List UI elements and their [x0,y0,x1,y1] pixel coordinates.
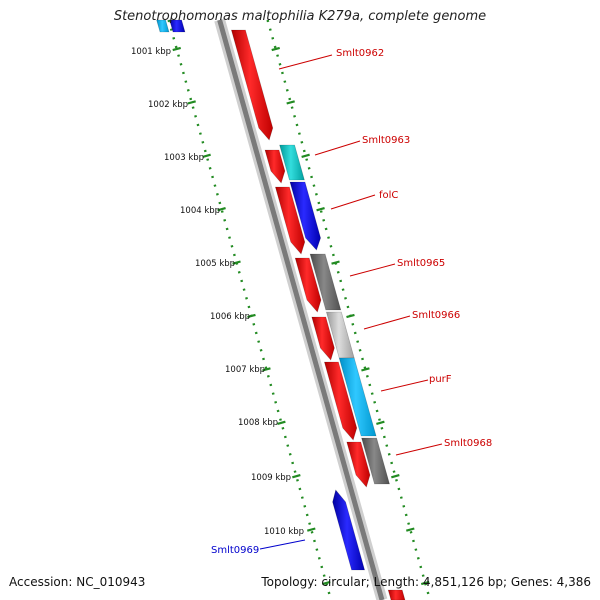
kbp-label: 1009 kbp [251,473,291,483]
gene-label: purF [429,374,452,385]
major-tick-right [331,260,340,265]
kbp-label: 1003 kbp [164,153,204,163]
major-tick-right [346,313,355,319]
gene-label: Smlt0968 [444,438,492,449]
label-leader-3 [330,194,376,210]
major-tick-right [405,527,415,532]
gene-label: folC [379,190,398,201]
kbp-label: 1010 kbp [264,527,304,537]
kbp-label: 1002 kbp [148,100,188,110]
gene-arrow-red-3 [275,186,306,255]
major-tick-left [172,46,182,52]
kbp-label: 1005 kbp [195,259,235,269]
gene-arrow-red-6 [324,361,358,441]
major-tick-left [217,207,226,212]
major-tick-left [292,474,301,479]
gene-arrow-red-8 [387,589,406,600]
major-tick-right [271,46,281,52]
gene-layer [156,19,406,600]
genome-title: Stenotrophomonas maltophilia K279a, comp… [113,9,487,24]
major-tick-left [262,367,271,372]
label-leader-6 [380,379,429,392]
gene-label: Smlt0966 [412,310,460,321]
major-tick-right [391,474,400,479]
gene-arrow-red-2 [264,149,286,184]
kbp-label-layer: 1001 kbp 1002 kbp 1003 kbp 1004 kbp 1005 kbp… [131,47,304,537]
gene-arrow-smlt0962 [231,29,274,141]
major-tick-right [376,420,385,425]
major-tick-left [247,313,256,319]
kbp-label: 1001 kbp [131,47,171,57]
gene-arrow-red-4 [294,257,322,313]
gene-arrow-sky-top [156,19,170,33]
major-tick-right [286,100,295,105]
major-tick-right [316,207,325,212]
major-tick-left [232,260,241,265]
major-tick-left [321,580,331,586]
gene-label-layer: Smlt0962 Smlt0963 folC Smlt0965 Smlt0966 purF… [211,48,492,556]
label-leader-8 [259,539,306,550]
gene-label: Smlt0962 [336,48,384,59]
major-tick-left [306,527,316,532]
tick-layer [167,19,432,600]
gene-label: Smlt0963 [362,135,410,146]
label-leader-4 [349,263,396,277]
accession-text: Accession: NC_010943 [9,575,146,589]
label-leader-5 [363,315,411,330]
label-leader-1 [278,54,333,70]
major-tick-left [277,420,286,425]
kbp-label: 1008 kbp [238,418,278,428]
gene-arrow-smlt0963 [279,144,305,181]
gene-label: Smlt0965 [397,258,445,269]
gene-arrow-red-7 [346,441,371,488]
major-tick-right [420,580,430,586]
gene-arrow-smlt0969 [332,489,365,571]
genome-summary-text: Topology: circular; Length: 4,851,126 bp… [261,575,591,589]
kbp-label: 1004 kbp [180,206,220,216]
kbp-label: 1007 kbp [225,365,265,375]
gene-label: Smlt0969 [211,545,259,556]
gene-arrow-smlt0968 [361,437,390,485]
tick-track-right [266,19,432,600]
major-tick-left [187,100,196,105]
tick-track-left [167,19,333,600]
major-tick-right [361,367,370,372]
leader-layer [259,54,443,550]
gene-arrow-folc [289,181,321,251]
label-leader-7 [395,443,443,456]
gene-arrow-blue-top [169,19,186,33]
backbone-line [217,19,385,600]
label-leader-2 [314,140,361,156]
gene-arrow-red-5 [311,316,335,361]
major-tick-right [301,153,310,158]
backbone-layer [214,18,388,600]
major-tick-left [202,153,211,158]
gene-arrow-purf [338,357,377,437]
kbp-label: 1006 kbp [210,312,250,322]
gene-arrow-smlt0965 [309,253,342,311]
